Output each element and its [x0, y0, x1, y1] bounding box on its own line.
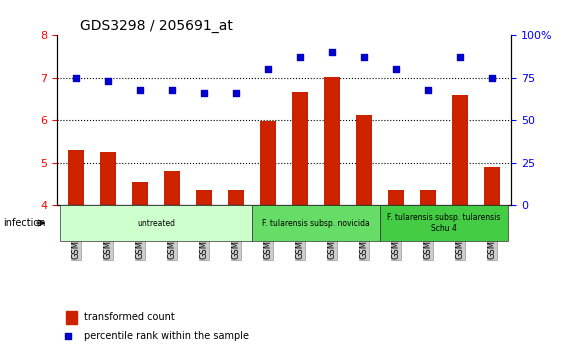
Bar	[228, 190, 244, 205]
Text: untreated: untreated	[137, 218, 175, 228]
FancyBboxPatch shape	[252, 205, 380, 241]
Point	[487, 75, 496, 81]
Bar	[452, 95, 468, 205]
Bar	[356, 115, 372, 205]
Bar	[68, 150, 84, 205]
Point	[295, 55, 304, 60]
Point	[456, 55, 465, 60]
Bar	[100, 152, 116, 205]
Point	[264, 67, 273, 72]
Bar	[196, 190, 212, 205]
Text: F. tularensis subsp. tularensis
Schu 4: F. tularensis subsp. tularensis Schu 4	[387, 213, 500, 233]
Point	[64, 333, 73, 339]
Bar	[484, 167, 500, 205]
Point	[72, 75, 81, 81]
Text: infection: infection	[3, 218, 45, 228]
Point	[231, 90, 240, 96]
Bar	[66, 311, 77, 324]
Bar	[388, 190, 404, 205]
Point	[360, 55, 369, 60]
Bar	[324, 77, 340, 205]
Bar	[420, 190, 436, 205]
Point	[199, 90, 208, 96]
Point	[424, 87, 433, 93]
Bar	[260, 121, 276, 205]
FancyBboxPatch shape	[380, 205, 508, 241]
Point	[103, 79, 112, 84]
Point	[168, 87, 177, 93]
Bar	[132, 182, 148, 205]
Text: transformed count: transformed count	[84, 312, 175, 322]
Point	[328, 50, 337, 55]
Text: GDS3298 / 205691_at: GDS3298 / 205691_at	[80, 19, 232, 33]
FancyBboxPatch shape	[60, 205, 252, 241]
Text: percentile rank within the sample: percentile rank within the sample	[84, 331, 249, 341]
Point	[135, 87, 144, 93]
Bar	[292, 92, 308, 205]
Point	[391, 67, 400, 72]
Text: F. tularensis subsp. novicida: F. tularensis subsp. novicida	[262, 218, 370, 228]
Bar	[164, 171, 180, 205]
